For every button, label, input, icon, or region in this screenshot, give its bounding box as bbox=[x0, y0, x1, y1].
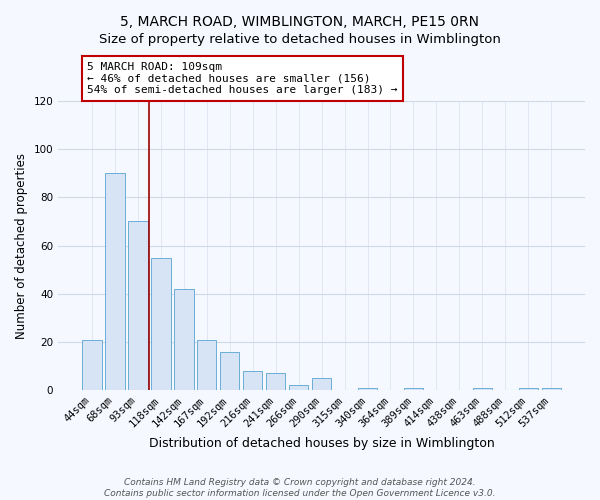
Bar bbox=[174, 289, 194, 390]
Text: 5, MARCH ROAD, WIMBLINGTON, MARCH, PE15 0RN: 5, MARCH ROAD, WIMBLINGTON, MARCH, PE15 … bbox=[121, 15, 479, 29]
Bar bbox=[473, 388, 492, 390]
Bar bbox=[404, 388, 423, 390]
Bar bbox=[542, 388, 561, 390]
Bar bbox=[266, 374, 286, 390]
Bar bbox=[243, 371, 262, 390]
Bar bbox=[197, 340, 217, 390]
X-axis label: Distribution of detached houses by size in Wimblington: Distribution of detached houses by size … bbox=[149, 437, 494, 450]
Bar bbox=[105, 173, 125, 390]
Bar bbox=[220, 352, 239, 390]
Bar bbox=[312, 378, 331, 390]
Bar bbox=[289, 386, 308, 390]
Bar bbox=[128, 222, 148, 390]
Bar bbox=[151, 258, 170, 390]
Y-axis label: Number of detached properties: Number of detached properties bbox=[15, 152, 28, 338]
Text: Contains HM Land Registry data © Crown copyright and database right 2024.
Contai: Contains HM Land Registry data © Crown c… bbox=[104, 478, 496, 498]
Bar bbox=[82, 340, 101, 390]
Bar bbox=[358, 388, 377, 390]
Text: 5 MARCH ROAD: 109sqm
← 46% of detached houses are smaller (156)
54% of semi-deta: 5 MARCH ROAD: 109sqm ← 46% of detached h… bbox=[87, 62, 398, 95]
Text: Size of property relative to detached houses in Wimblington: Size of property relative to detached ho… bbox=[99, 32, 501, 46]
Bar bbox=[518, 388, 538, 390]
